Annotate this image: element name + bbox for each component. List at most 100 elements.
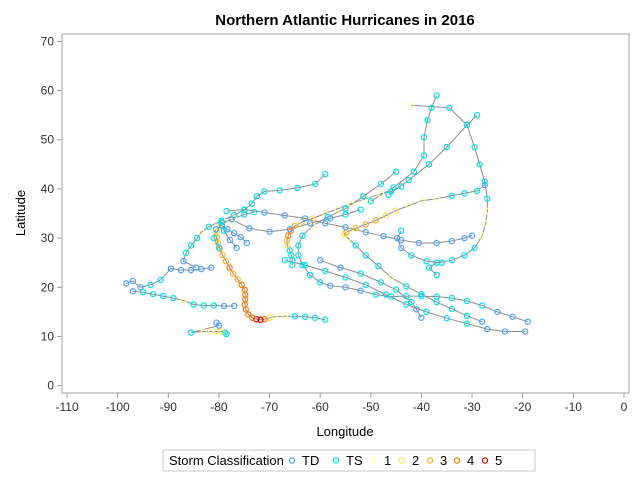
- storm-point-td: [228, 216, 235, 223]
- storm-point-td: [327, 215, 334, 222]
- storm-point-ts: [448, 294, 456, 302]
- storm-point-td: [246, 225, 253, 232]
- storm-point-ts: [362, 281, 369, 289]
- legend-marker-td: [288, 457, 296, 464]
- legend-label: TD: [302, 453, 319, 468]
- y-tick-label: 10: [41, 329, 55, 343]
- storm-point-td: [484, 325, 491, 333]
- storm-point-ts: [446, 104, 453, 111]
- legend-box: [162, 449, 536, 472]
- storm-point-ts: [377, 180, 385, 188]
- x-tick-label: -60: [312, 400, 330, 414]
- storm-point-td: [218, 222, 226, 229]
- x-tick-label: -90: [160, 400, 178, 414]
- storm-point-td: [243, 239, 250, 247]
- storm-point-ts: [220, 227, 228, 234]
- storm-point-td: [230, 302, 238, 310]
- storm-point-td: [357, 287, 364, 294]
- storm-track-line: [132, 290, 235, 307]
- storm-point-1: [377, 190, 385, 198]
- storm-point-1: [433, 195, 440, 202]
- storm-point-ts: [187, 242, 195, 249]
- storm-point-ts: [476, 161, 483, 168]
- storm-point-ts: [281, 257, 288, 264]
- storm-point-ts: [360, 193, 367, 200]
- legend-label: TS: [346, 453, 363, 468]
- storm-point-ts: [261, 188, 268, 195]
- y-tick-label: 20: [41, 280, 55, 294]
- storm-point-ts: [403, 292, 410, 300]
- storm-point-td: [461, 234, 468, 242]
- legend: Storm Classification TD TS 1 2 3 4 5: [162, 449, 536, 472]
- legend-title: Storm Classification: [169, 453, 284, 468]
- storm-point-td: [524, 318, 531, 325]
- storm-point-ts: [182, 249, 190, 257]
- storm-point-1: [408, 102, 415, 109]
- storm-point-1: [344, 234, 352, 242]
- storm-point-ts: [170, 294, 177, 302]
- storm-point-ts: [253, 193, 261, 200]
- storm-point-td: [301, 215, 309, 222]
- storm-point-td: [220, 302, 228, 310]
- storm-point-ts: [433, 293, 440, 300]
- y-tick-label: 60: [41, 84, 55, 98]
- storm-point-ts: [223, 330, 230, 338]
- storm-point-ts: [210, 302, 218, 309]
- storm-point-ts: [438, 259, 445, 266]
- storm-point-ts: [210, 234, 218, 242]
- storm-point-ts: [397, 183, 405, 190]
- storm-point-ts: [147, 281, 154, 289]
- storm-point-4: [249, 314, 256, 321]
- storm-point-1: [281, 313, 288, 320]
- storm-point-td: [261, 209, 268, 216]
- storm-point-td: [418, 314, 425, 321]
- storm-point-ts: [200, 302, 207, 309]
- storm-point-ts: [357, 206, 364, 213]
- storm-point-ts: [160, 292, 167, 300]
- storm-point-ts: [410, 168, 418, 175]
- storm-point-ts: [478, 302, 486, 309]
- storm-point-1: [200, 328, 207, 335]
- storm-point-ts: [424, 116, 431, 124]
- storm-point-td: [501, 328, 509, 335]
- storm-point-ts: [428, 104, 435, 111]
- storm-point-ts: [251, 208, 258, 216]
- storm-point-2: [309, 215, 316, 222]
- x-tick-label: 0: [621, 400, 628, 414]
- storm-point-1: [198, 228, 205, 236]
- storm-point-ts: [418, 292, 425, 300]
- storm-point-1: [484, 207, 491, 215]
- storm-point-td: [129, 288, 137, 295]
- x-tick-label: -80: [210, 400, 228, 414]
- storm-point-ts: [392, 286, 400, 293]
- storm-point-ts: [205, 223, 213, 230]
- storm-point-ts: [397, 227, 405, 234]
- storm-point-td: [230, 229, 238, 237]
- legend-marker-5: [481, 457, 489, 464]
- storm-point-ts: [357, 270, 364, 277]
- storm-point-ts: [425, 264, 433, 271]
- storm-point-ts: [408, 298, 415, 306]
- storm-point-ts: [448, 305, 456, 313]
- storm-point-ts: [193, 234, 201, 242]
- storm-point-ts: [463, 121, 471, 129]
- storm-point-ts: [299, 232, 306, 239]
- y-tick-label: 70: [41, 34, 55, 48]
- legend-label: 5: [495, 453, 502, 468]
- x-axis-label: Longitude: [316, 424, 373, 439]
- storm-point-ts: [316, 279, 324, 286]
- storm-point-ts: [276, 187, 283, 194]
- storm-point-td: [286, 226, 294, 233]
- storm-point-ts: [473, 111, 481, 119]
- storm-point-ts: [362, 252, 369, 259]
- storm-point-ts: [408, 252, 415, 259]
- storm-point-ts: [471, 244, 478, 252]
- storm-point-td: [180, 258, 187, 265]
- storm-point-ts: [301, 313, 309, 320]
- storm-point-td: [167, 265, 175, 272]
- storm-point-td: [137, 284, 144, 291]
- storm-point-ts: [187, 329, 195, 336]
- storm-point-td: [306, 220, 314, 227]
- storm-point-1: [478, 232, 486, 239]
- storm-point-ts: [448, 257, 456, 264]
